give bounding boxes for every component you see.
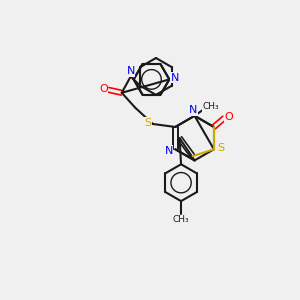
Text: N: N xyxy=(189,106,197,116)
Text: O: O xyxy=(99,84,108,94)
Text: S: S xyxy=(144,118,151,128)
Text: N: N xyxy=(170,73,179,83)
Text: S: S xyxy=(217,143,224,153)
Text: O: O xyxy=(224,112,233,122)
Text: N: N xyxy=(127,66,135,76)
Text: CH₃: CH₃ xyxy=(173,215,189,224)
Text: N: N xyxy=(165,146,173,156)
Text: CH₃: CH₃ xyxy=(202,102,219,111)
